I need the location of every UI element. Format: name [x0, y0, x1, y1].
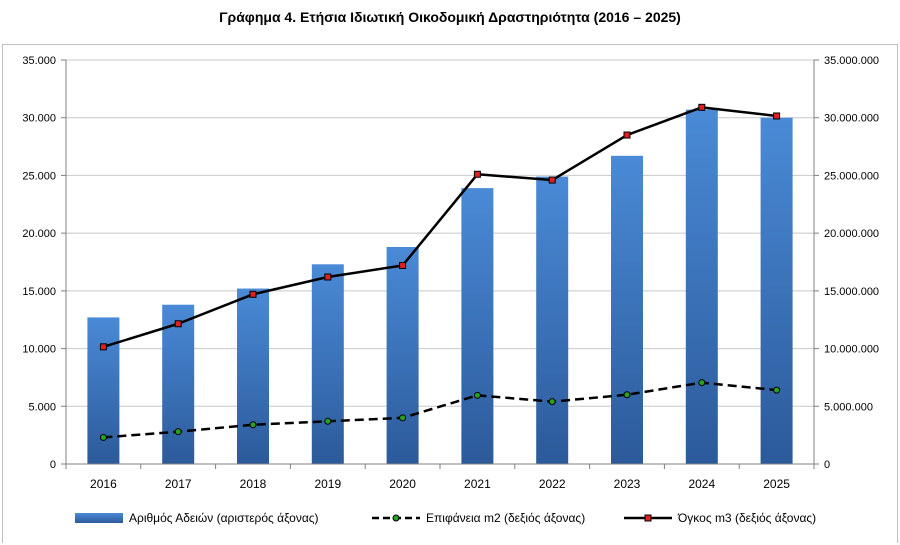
bar — [611, 155, 643, 464]
left-tick-label: 5.000 — [28, 401, 56, 413]
legend-label: Όγκος m3 (δεξιός άξονας) — [677, 511, 816, 525]
x-tick-label: 2019 — [314, 477, 341, 491]
bar — [461, 188, 494, 464]
bar-series — [87, 109, 793, 465]
point — [548, 398, 556, 406]
bar — [386, 246, 419, 464]
point — [249, 421, 257, 429]
left-tick-label: 25.000 — [22, 170, 56, 182]
point — [473, 391, 481, 399]
right-tick-label: 10.000.000 — [824, 344, 879, 356]
axes: 0 0 5.000 5.000.000 10.000 10.000.000 15.000 15… — [22, 55, 879, 491]
bar — [760, 117, 793, 464]
point — [99, 343, 107, 351]
left-tick-label: 10.000 — [22, 344, 56, 356]
x-tick-label: 2025 — [763, 477, 790, 491]
bar — [311, 264, 344, 464]
series-line — [103, 106, 777, 349]
point — [249, 290, 257, 298]
right-tick-label: 5.000.000 — [824, 401, 873, 413]
series-line — [103, 381, 777, 439]
x-tick-label: 2017 — [165, 477, 192, 491]
legend-label: Επιφάνεια m2 (δεξιός άξονας) — [426, 511, 585, 525]
x-tick-label: 2021 — [464, 477, 491, 491]
point — [324, 273, 332, 281]
right-tick-label: 30.000.000 — [824, 113, 879, 125]
point — [773, 386, 781, 394]
x-tick-label: 2022 — [539, 477, 566, 491]
left-tick-label: 0 — [50, 459, 56, 471]
point — [623, 131, 631, 139]
point — [773, 112, 781, 120]
legend-marker — [644, 514, 652, 522]
point — [698, 379, 706, 387]
legend-label: Αριθμός Αδειών (αριστερός άξονας) — [129, 511, 319, 525]
bar — [162, 304, 195, 464]
x-tick-label: 2020 — [389, 477, 416, 491]
bar — [536, 176, 569, 464]
right-tick-label: 20.000.000 — [824, 228, 879, 240]
point — [698, 103, 706, 111]
point — [174, 428, 182, 436]
point — [99, 433, 107, 441]
left-tick-label: 35.000 — [22, 55, 56, 67]
point — [324, 417, 332, 425]
point — [548, 176, 556, 184]
point — [399, 261, 407, 269]
chart-title: Γράφημα 4. Ετήσια Ιδιωτική Οικοδομική Δρ… — [219, 9, 681, 25]
bar — [685, 109, 718, 465]
point — [399, 414, 407, 422]
bar — [237, 288, 269, 464]
x-tick-label: 2018 — [240, 477, 267, 491]
left-tick-label: 20.000 — [22, 228, 56, 240]
right-tick-label: 25.000.000 — [824, 170, 879, 182]
line-series — [99, 103, 781, 441]
x-tick-label: 2023 — [614, 477, 641, 491]
right-tick-label: 35.000.000 — [824, 55, 879, 67]
bar — [87, 317, 120, 464]
left-tick-label: 30.000 — [22, 113, 56, 125]
point — [473, 170, 481, 178]
left-tick-label: 15.000 — [22, 286, 56, 298]
legend: Αριθμός Αδειών (αριστερός άξονας) Επιφάνε… — [75, 511, 816, 525]
x-tick-label: 2024 — [688, 477, 715, 491]
legend-swatch — [75, 513, 123, 523]
point — [623, 391, 631, 399]
x-tick-label: 2016 — [90, 477, 117, 491]
right-tick-label: 15.000.000 — [824, 286, 879, 298]
legend-marker — [392, 514, 400, 522]
point — [174, 320, 182, 328]
chart-frame — [2, 44, 898, 543]
right-tick-label: 0 — [824, 459, 830, 471]
